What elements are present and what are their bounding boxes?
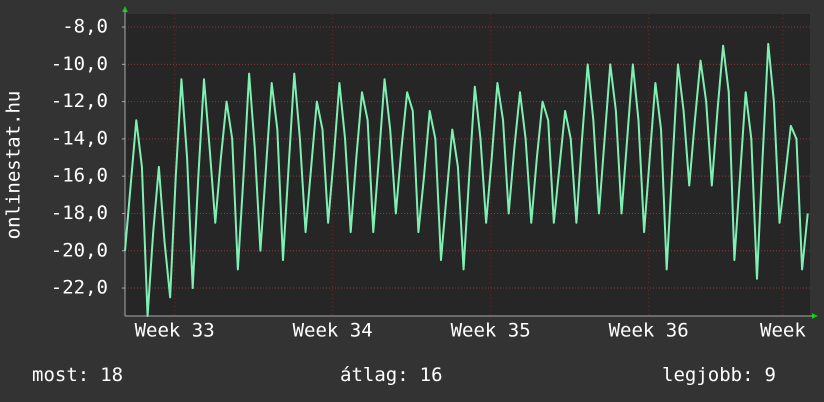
y-tick-label: -8,0 xyxy=(62,16,108,38)
stat-value: 9 xyxy=(765,364,776,386)
stat: legjobb: 9 xyxy=(662,364,776,386)
stat: átlag: 16 xyxy=(340,364,443,386)
y-tick-label: -22,0 xyxy=(51,277,108,299)
y-tick-label: -16,0 xyxy=(51,165,108,187)
stat-value: 16 xyxy=(420,364,443,386)
x-tick-label: Week 33 xyxy=(135,320,215,342)
x-tick-label: Week 34 xyxy=(293,320,373,342)
y-tick-label: -12,0 xyxy=(51,90,108,112)
x-tick-label: Week xyxy=(760,320,806,342)
data-line xyxy=(124,42,809,317)
axis-arrow xyxy=(122,6,128,12)
y-tick-label: -14,0 xyxy=(51,127,108,149)
y-tick-label: -10,0 xyxy=(51,53,108,75)
labels: -8,0 -10,0 -12,0 -14,0 -16,0 -18,0 -20,0 -22,0 W… xyxy=(32,16,806,386)
y-tick-label: -20,0 xyxy=(51,239,108,261)
stat-value: 18 xyxy=(100,364,123,386)
stat: most: 18 xyxy=(32,364,123,386)
x-tick-label: Week 36 xyxy=(609,320,689,342)
x-tick-label: Week 35 xyxy=(451,320,531,342)
marks xyxy=(124,42,809,317)
plot-area xyxy=(125,14,810,316)
y-axis-title: onlinestat.hu xyxy=(3,91,25,240)
y-tick-label: -18,0 xyxy=(51,202,108,224)
stat-label: legjobb: xyxy=(662,364,754,386)
stat-label: most: xyxy=(32,364,89,386)
axis-arrow xyxy=(812,313,818,319)
stat-label: átlag: xyxy=(340,364,409,386)
